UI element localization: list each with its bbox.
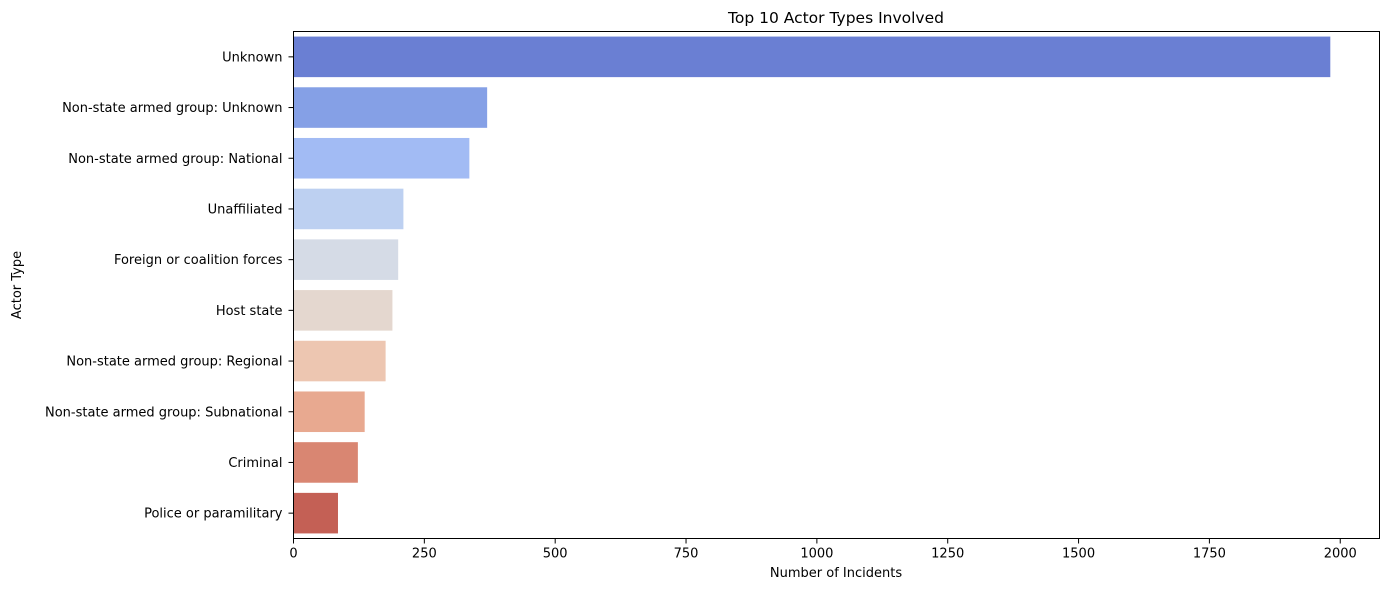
x-axis-ticks: 0 250 500 750 1000 1250 1500 1750 2000: [289, 538, 1357, 562]
x-tick-label: 1250: [931, 547, 964, 562]
chart-title: Top 10 Actor Types Involved: [727, 9, 944, 27]
bar: [293, 340, 386, 382]
bar: [293, 290, 393, 331]
y-tick-label: Foreign or coalition forces: [114, 253, 283, 268]
x-tick-label: 0: [289, 547, 297, 562]
bars-group: [293, 36, 1331, 534]
plot-frame: [293, 31, 1380, 539]
y-tick-label: Non-state armed group: National: [68, 152, 282, 167]
x-tick-label: 1750: [1193, 547, 1226, 562]
y-tick-label: Unknown: [222, 50, 282, 65]
bar: [293, 391, 365, 433]
y-tick-label: Non-state armed group: Subnational: [45, 405, 283, 420]
x-tick-label: 1000: [800, 547, 833, 562]
bar: [293, 239, 399, 280]
bar: [293, 442, 358, 483]
bar: [293, 36, 1331, 78]
bar: [293, 87, 488, 128]
y-tick-label: Unaffiliated: [208, 202, 283, 217]
x-tick-label: 500: [543, 547, 568, 562]
x-tick-label: 250: [412, 547, 437, 562]
y-axis-title: Actor Type: [10, 251, 25, 319]
x-tick-label: 1500: [1062, 547, 1095, 562]
x-tick-label: 2000: [1324, 547, 1357, 562]
y-tick-label: Non-state armed group: Regional: [66, 355, 282, 370]
y-tick-label: Host state: [216, 304, 283, 319]
y-axis-ticks: Unknown Non-state armed group: Unknown Non…: [45, 50, 294, 522]
x-axis-title: Number of Incidents: [770, 566, 902, 581]
x-tick-label: 750: [674, 547, 699, 562]
y-tick-label: Police or paramilitary: [144, 507, 283, 522]
y-tick-label: Non-state armed group: Unknown: [62, 101, 282, 116]
bar: [293, 492, 338, 534]
bar: [293, 188, 404, 230]
y-tick-label: Criminal: [228, 456, 282, 471]
bar: [293, 137, 470, 179]
